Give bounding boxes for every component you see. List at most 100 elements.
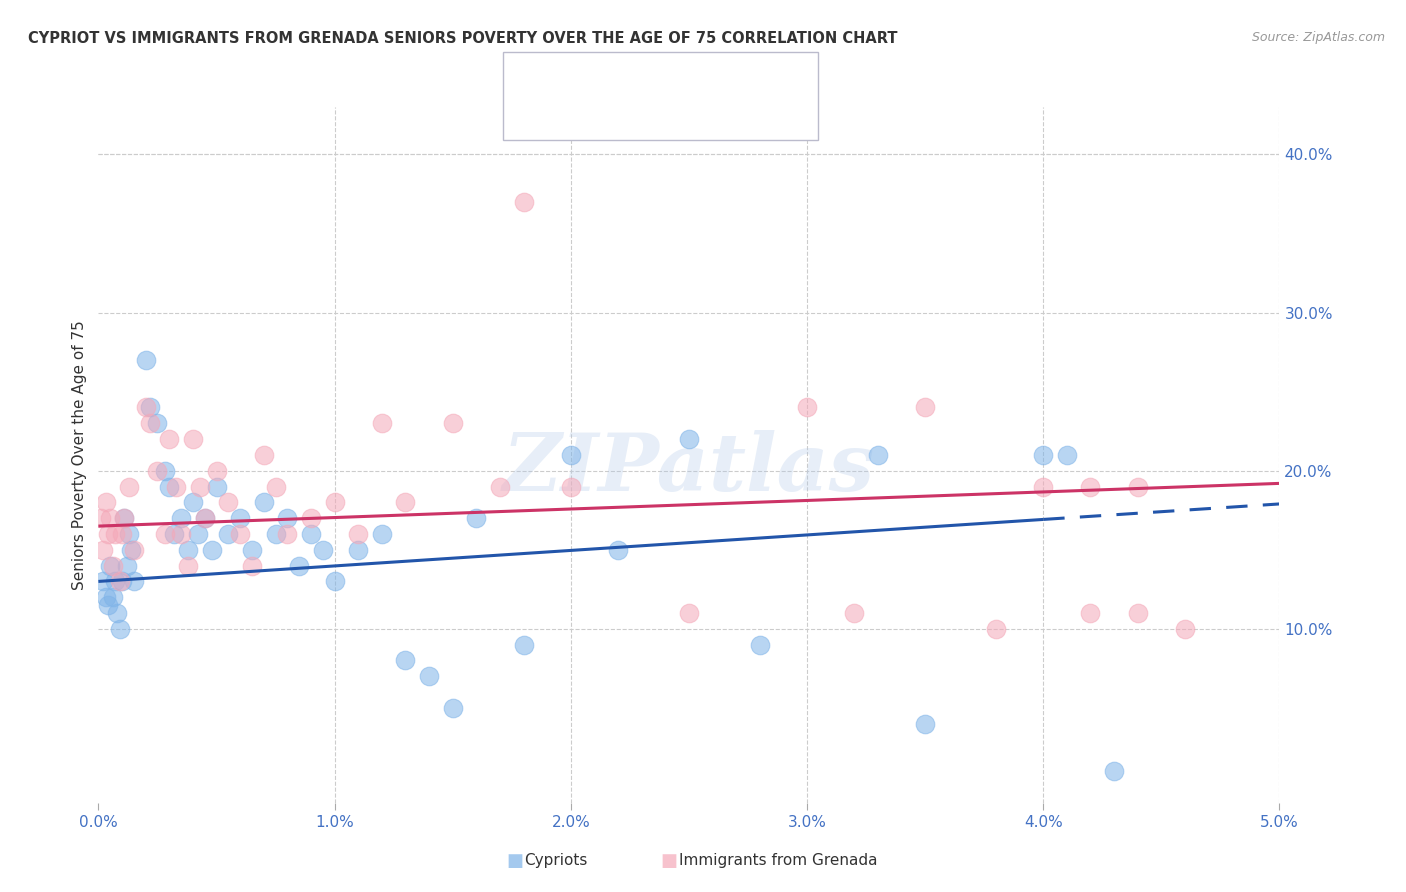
Point — [217, 495, 239, 509]
Point — [118, 479, 141, 493]
Text: ■: ■ — [506, 852, 523, 870]
Point — [253, 448, 276, 462]
Point — [489, 479, 512, 493]
Point — [105, 606, 128, 620]
Point — [122, 542, 145, 557]
Point — [153, 527, 176, 541]
Point — [914, 716, 936, 731]
Point — [122, 574, 145, 589]
Point — [347, 542, 370, 557]
Point — [139, 401, 162, 415]
Text: R = 0.126: R = 0.126 — [543, 112, 619, 126]
Point — [371, 417, 394, 431]
Point — [323, 574, 346, 589]
Point — [112, 511, 135, 525]
Text: Immigrants from Grenada: Immigrants from Grenada — [679, 854, 877, 868]
Point — [276, 511, 298, 525]
Point — [104, 574, 127, 589]
Point — [170, 511, 193, 525]
Point — [1032, 448, 1054, 462]
Y-axis label: Seniors Poverty Over the Age of 75: Seniors Poverty Over the Age of 75 — [72, 320, 87, 590]
Point — [264, 479, 287, 493]
Point — [323, 495, 346, 509]
Point — [441, 417, 464, 431]
Point — [91, 574, 114, 589]
Point — [121, 542, 143, 557]
Point — [240, 542, 263, 557]
Point — [201, 542, 224, 557]
Point — [118, 527, 141, 541]
Point — [465, 511, 488, 525]
Point — [1080, 606, 1102, 620]
Text: Cypriots: Cypriots — [524, 854, 588, 868]
Point — [91, 542, 114, 557]
Point — [98, 558, 121, 573]
Point — [1056, 448, 1078, 462]
Point — [108, 574, 131, 589]
Point — [170, 527, 193, 541]
Point — [97, 527, 120, 541]
Point — [1174, 622, 1197, 636]
Point — [111, 527, 134, 541]
Point — [104, 527, 127, 541]
Point — [98, 511, 121, 525]
Point — [135, 401, 157, 415]
Point — [135, 353, 157, 368]
Point — [177, 558, 200, 573]
Point — [115, 558, 138, 573]
Point — [229, 511, 252, 525]
Point — [101, 558, 124, 573]
Point — [678, 432, 700, 446]
Point — [984, 622, 1007, 636]
Point — [914, 401, 936, 415]
Point — [1126, 479, 1149, 493]
Point — [844, 606, 866, 620]
Point — [418, 669, 440, 683]
Point — [512, 194, 534, 209]
Point — [97, 598, 120, 612]
Text: CYPRIOT VS IMMIGRANTS FROM GRENADA SENIORS POVERTY OVER THE AGE OF 75 CORRELATIO: CYPRIOT VS IMMIGRANTS FROM GRENADA SENIO… — [28, 31, 897, 46]
Point — [253, 495, 276, 509]
Point — [264, 527, 287, 541]
Point — [371, 527, 394, 541]
Point — [299, 527, 322, 541]
Point — [1080, 479, 1102, 493]
Point — [165, 479, 187, 493]
Point — [157, 479, 180, 493]
Point — [108, 622, 131, 636]
Point — [153, 464, 176, 478]
Point — [181, 432, 204, 446]
Point — [194, 511, 217, 525]
Point — [139, 417, 162, 431]
Point — [607, 542, 630, 557]
Text: R = 0.120: R = 0.120 — [543, 70, 619, 85]
Point — [94, 495, 117, 509]
Point — [748, 638, 770, 652]
Point — [157, 432, 180, 446]
Point — [90, 511, 112, 525]
Point — [112, 511, 135, 525]
Point — [394, 653, 416, 667]
Point — [276, 527, 298, 541]
Point — [512, 638, 534, 652]
Point — [163, 527, 186, 541]
Text: ■: ■ — [517, 69, 534, 87]
Point — [146, 464, 169, 478]
Point — [194, 511, 217, 525]
Point — [299, 511, 322, 525]
Point — [205, 479, 228, 493]
Point — [312, 542, 335, 557]
Point — [240, 558, 263, 573]
Point — [796, 401, 818, 415]
Point — [188, 479, 211, 493]
Text: N = 53: N = 53 — [665, 70, 723, 85]
Point — [866, 448, 889, 462]
Point — [217, 527, 239, 541]
Text: N = 51: N = 51 — [665, 112, 723, 126]
Point — [205, 464, 228, 478]
Point — [111, 574, 134, 589]
Text: ZIPatlas: ZIPatlas — [503, 430, 875, 508]
Point — [288, 558, 311, 573]
Point — [678, 606, 700, 620]
Text: ■: ■ — [517, 110, 534, 128]
